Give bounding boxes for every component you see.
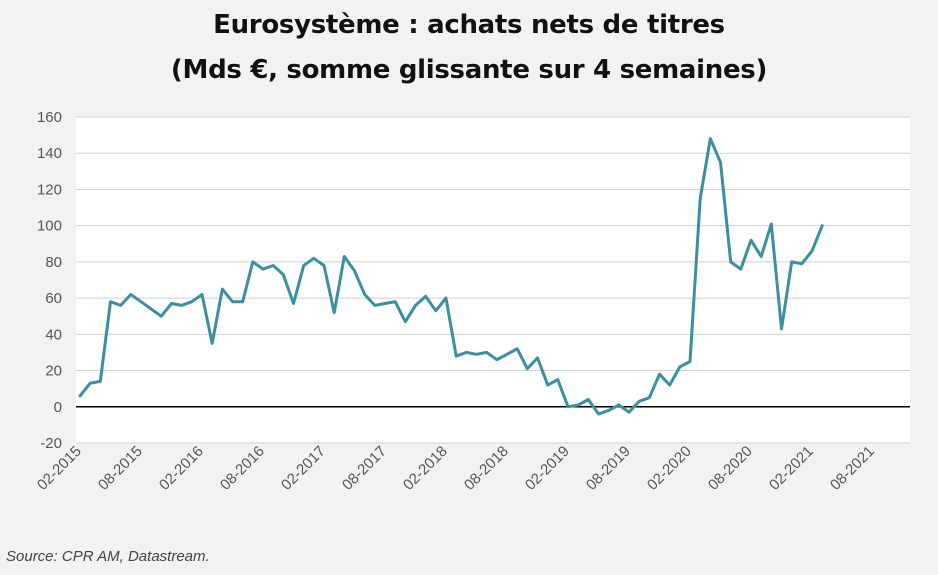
x-tick-label: 08-2020 — [705, 443, 756, 494]
x-tick-label: 08-2017 — [339, 443, 390, 494]
x-tick-label: 02-2020 — [644, 443, 695, 494]
chart-title-line-2: (Mds €, somme glissante sur 4 semaines) — [170, 55, 768, 85]
x-tick-label: 02-2016 — [156, 443, 207, 494]
y-tick-label: -20 — [40, 435, 62, 452]
x-tick-label: 02-2019 — [522, 443, 573, 494]
x-tick-label: 02-2021 — [766, 443, 817, 494]
y-tick-label: 60 — [45, 290, 62, 307]
y-axis-ticks: -20 0 20 40 60 80 100 120 140 160 — [37, 109, 62, 452]
y-tick-label: 40 — [45, 326, 62, 343]
x-axis-ticks: 02-2015 08-2015 02-2016 08-2016 02-2017 08-20… — [34, 443, 878, 494]
x-tick-label: 08-2018 — [461, 443, 512, 494]
chart-title-line-1: Eurosystème : achats nets de titres — [213, 10, 725, 40]
plot-area — [76, 117, 910, 443]
gridlines — [76, 116, 910, 444]
x-tick-label: 08-2016 — [217, 443, 268, 494]
y-tick-label: 160 — [37, 109, 62, 126]
x-tick-label: 08-2019 — [583, 443, 634, 494]
y-tick-label: 140 — [37, 145, 62, 162]
x-tick-label: 02-2017 — [278, 443, 329, 494]
source-note: Source: CPR AM, Datastream. — [6, 548, 210, 565]
series-line — [78, 137, 824, 416]
y-tick-label: 100 — [37, 218, 62, 235]
y-tick-label: 80 — [45, 254, 62, 271]
y-tick-label: 0 — [54, 399, 62, 416]
x-tick-label: 08-2021 — [827, 443, 878, 494]
x-tick-label: 08-2015 — [95, 443, 146, 494]
y-tick-label: 120 — [37, 181, 62, 198]
x-tick-label: 02-2018 — [400, 443, 451, 494]
y-tick-label: 20 — [45, 363, 62, 380]
